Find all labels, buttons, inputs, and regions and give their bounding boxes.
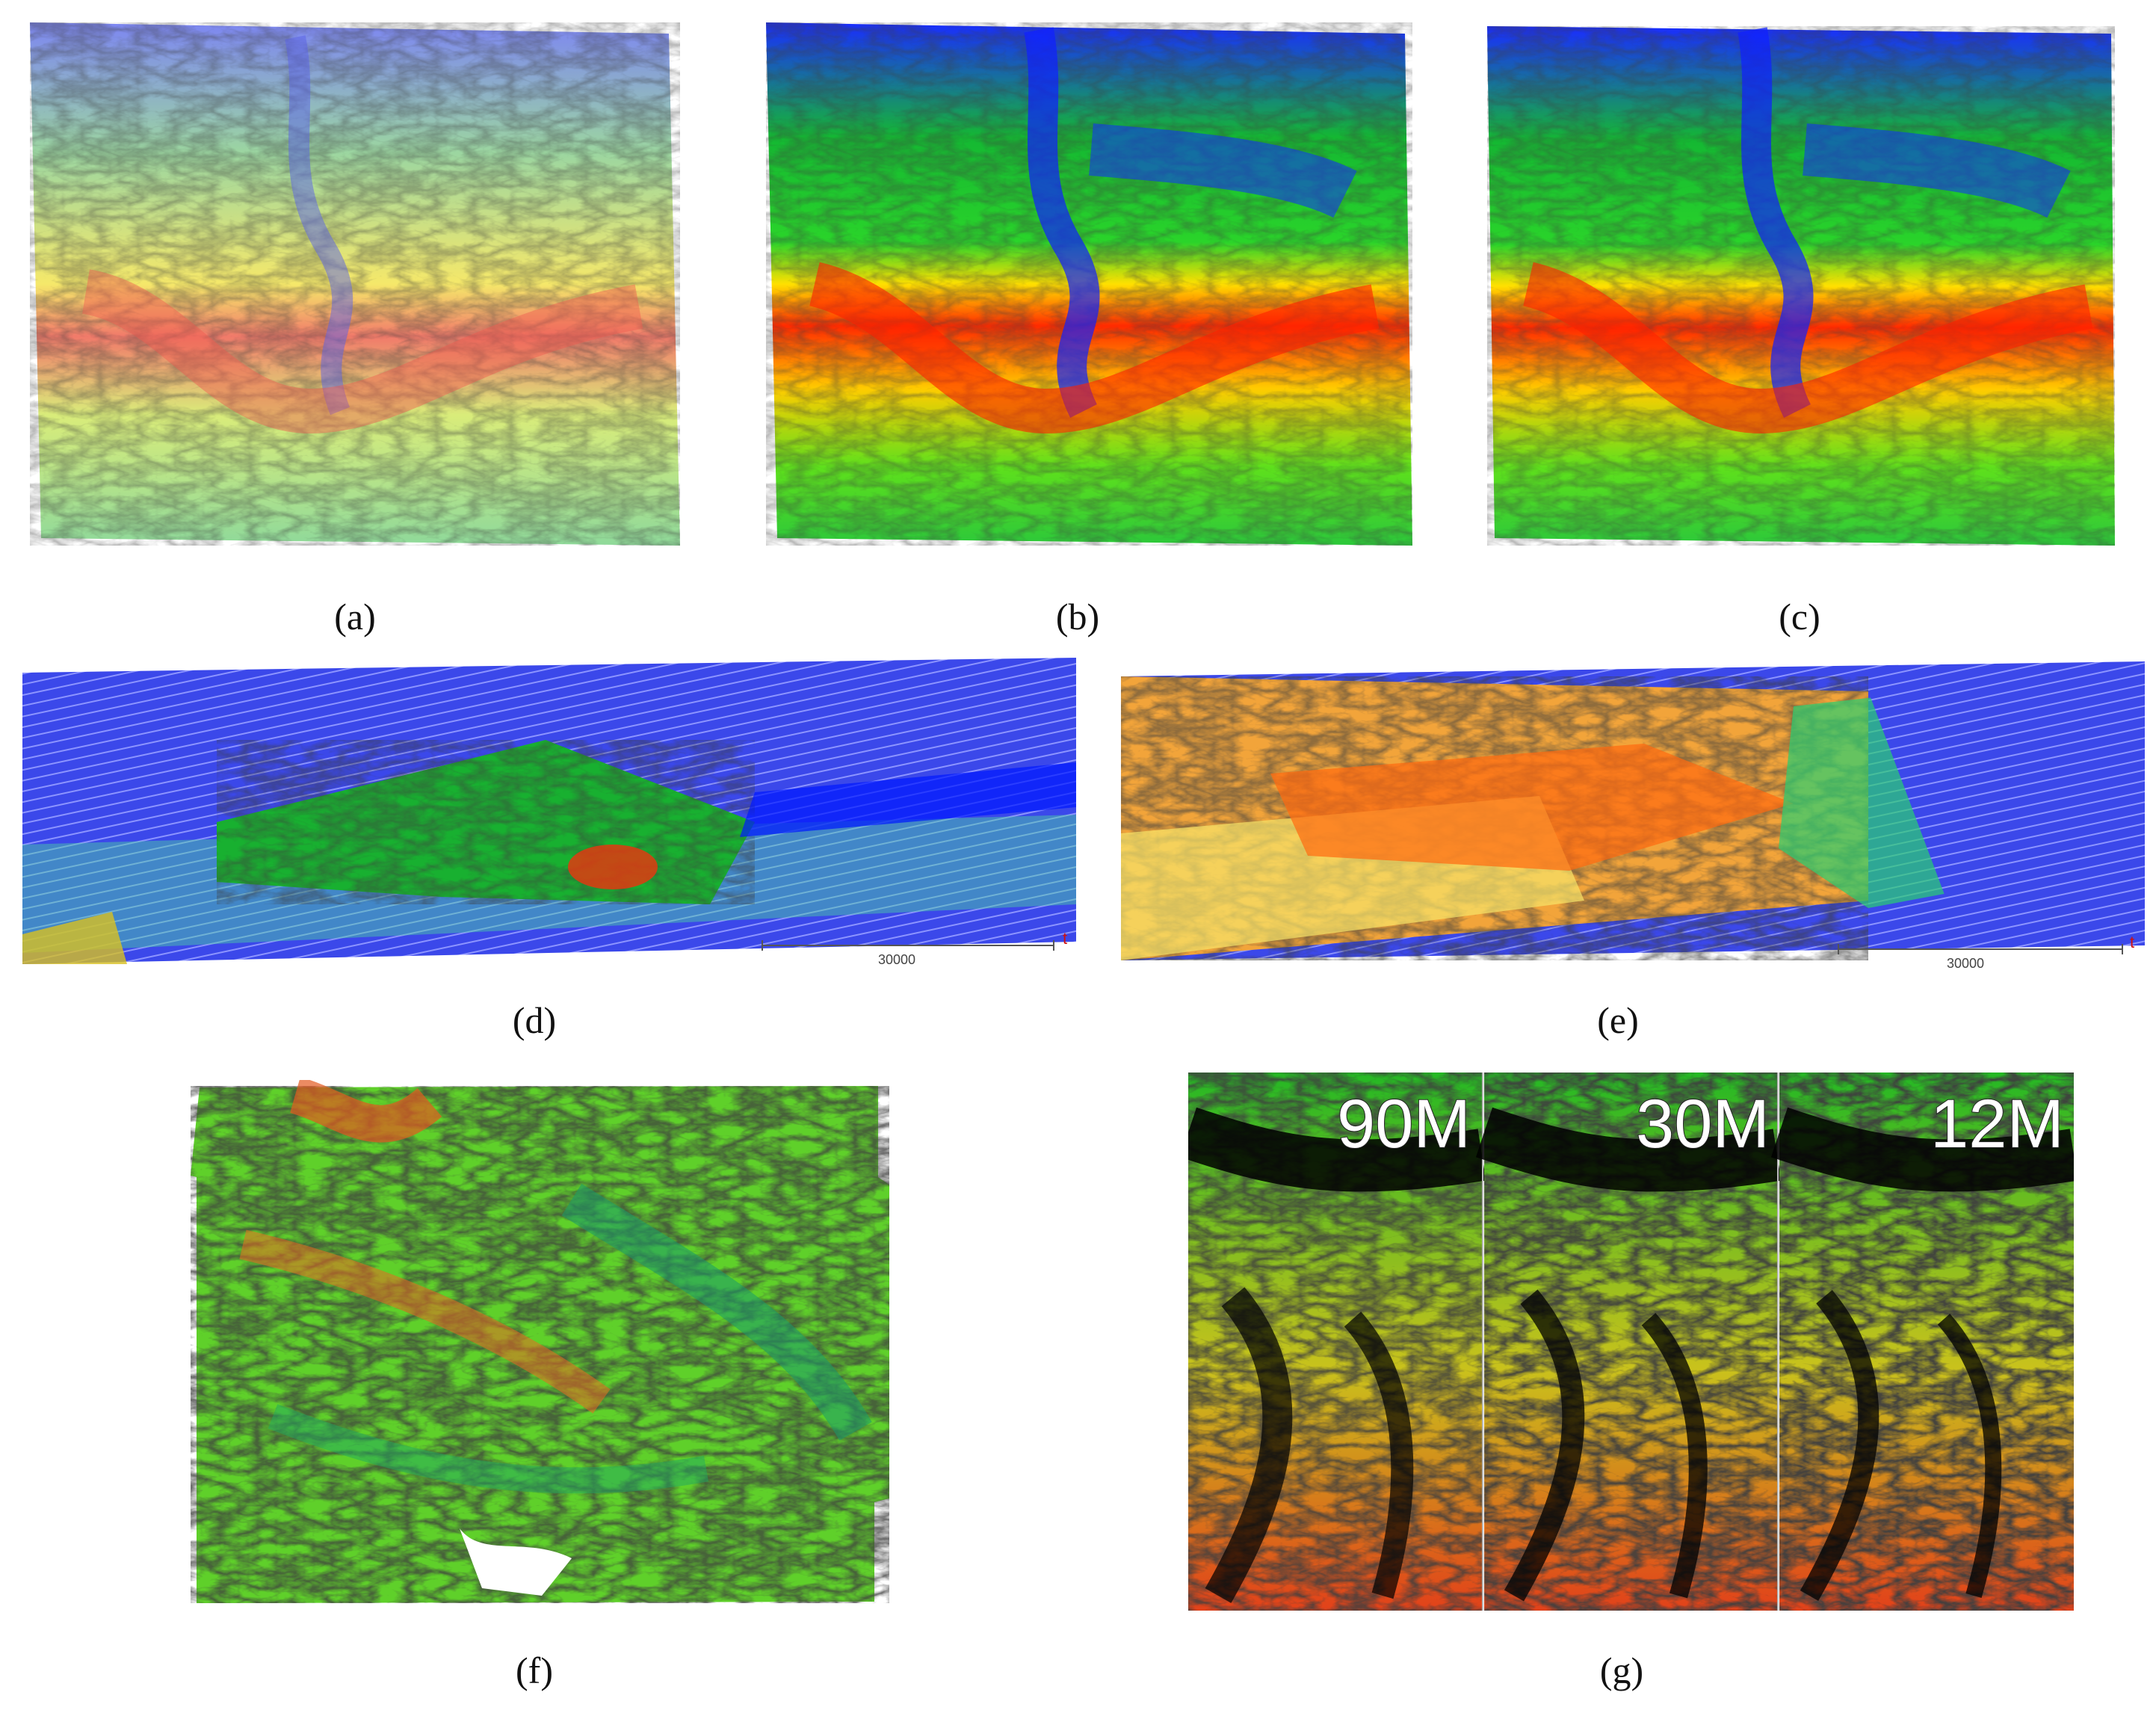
resolution-label-30m: 30M <box>1636 1086 1770 1162</box>
caption-b: (b) <box>1055 596 1100 638</box>
scale-bar-label-e: 30000 <box>1947 956 1984 971</box>
svg-text:t: t <box>1063 929 1067 948</box>
panel-d-swath: 30000 t <box>22 658 1076 972</box>
tile-90m: 90M <box>1188 1073 1486 1611</box>
tile-12m: 12M <box>1770 1073 2074 1611</box>
panel-c-dem <box>1483 22 2126 546</box>
panel-a-dem <box>26 22 684 546</box>
panel-e-swath: 30000 t <box>1121 661 2145 975</box>
panel-f-pointcloud <box>183 1080 893 1603</box>
caption-c: (c) <box>1779 596 1820 638</box>
panel-g-resolution-comparison: 90M 30M 12M <box>1188 1073 2074 1611</box>
panel-b-dem <box>762 22 1420 546</box>
tile-30m: 30M <box>1475 1073 1782 1611</box>
scale-bar-label-d: 30000 <box>878 952 915 967</box>
caption-a: (a) <box>334 596 376 638</box>
resolution-label-12m: 12M <box>1930 1086 2064 1162</box>
svg-text:t: t <box>2130 933 2134 951</box>
caption-d: (d) <box>512 999 557 1041</box>
caption-e: (e) <box>1597 999 1639 1041</box>
caption-f: (f) <box>516 1649 553 1691</box>
resolution-label-90m: 90M <box>1337 1086 1471 1162</box>
caption-g: (g) <box>1599 1649 1644 1691</box>
